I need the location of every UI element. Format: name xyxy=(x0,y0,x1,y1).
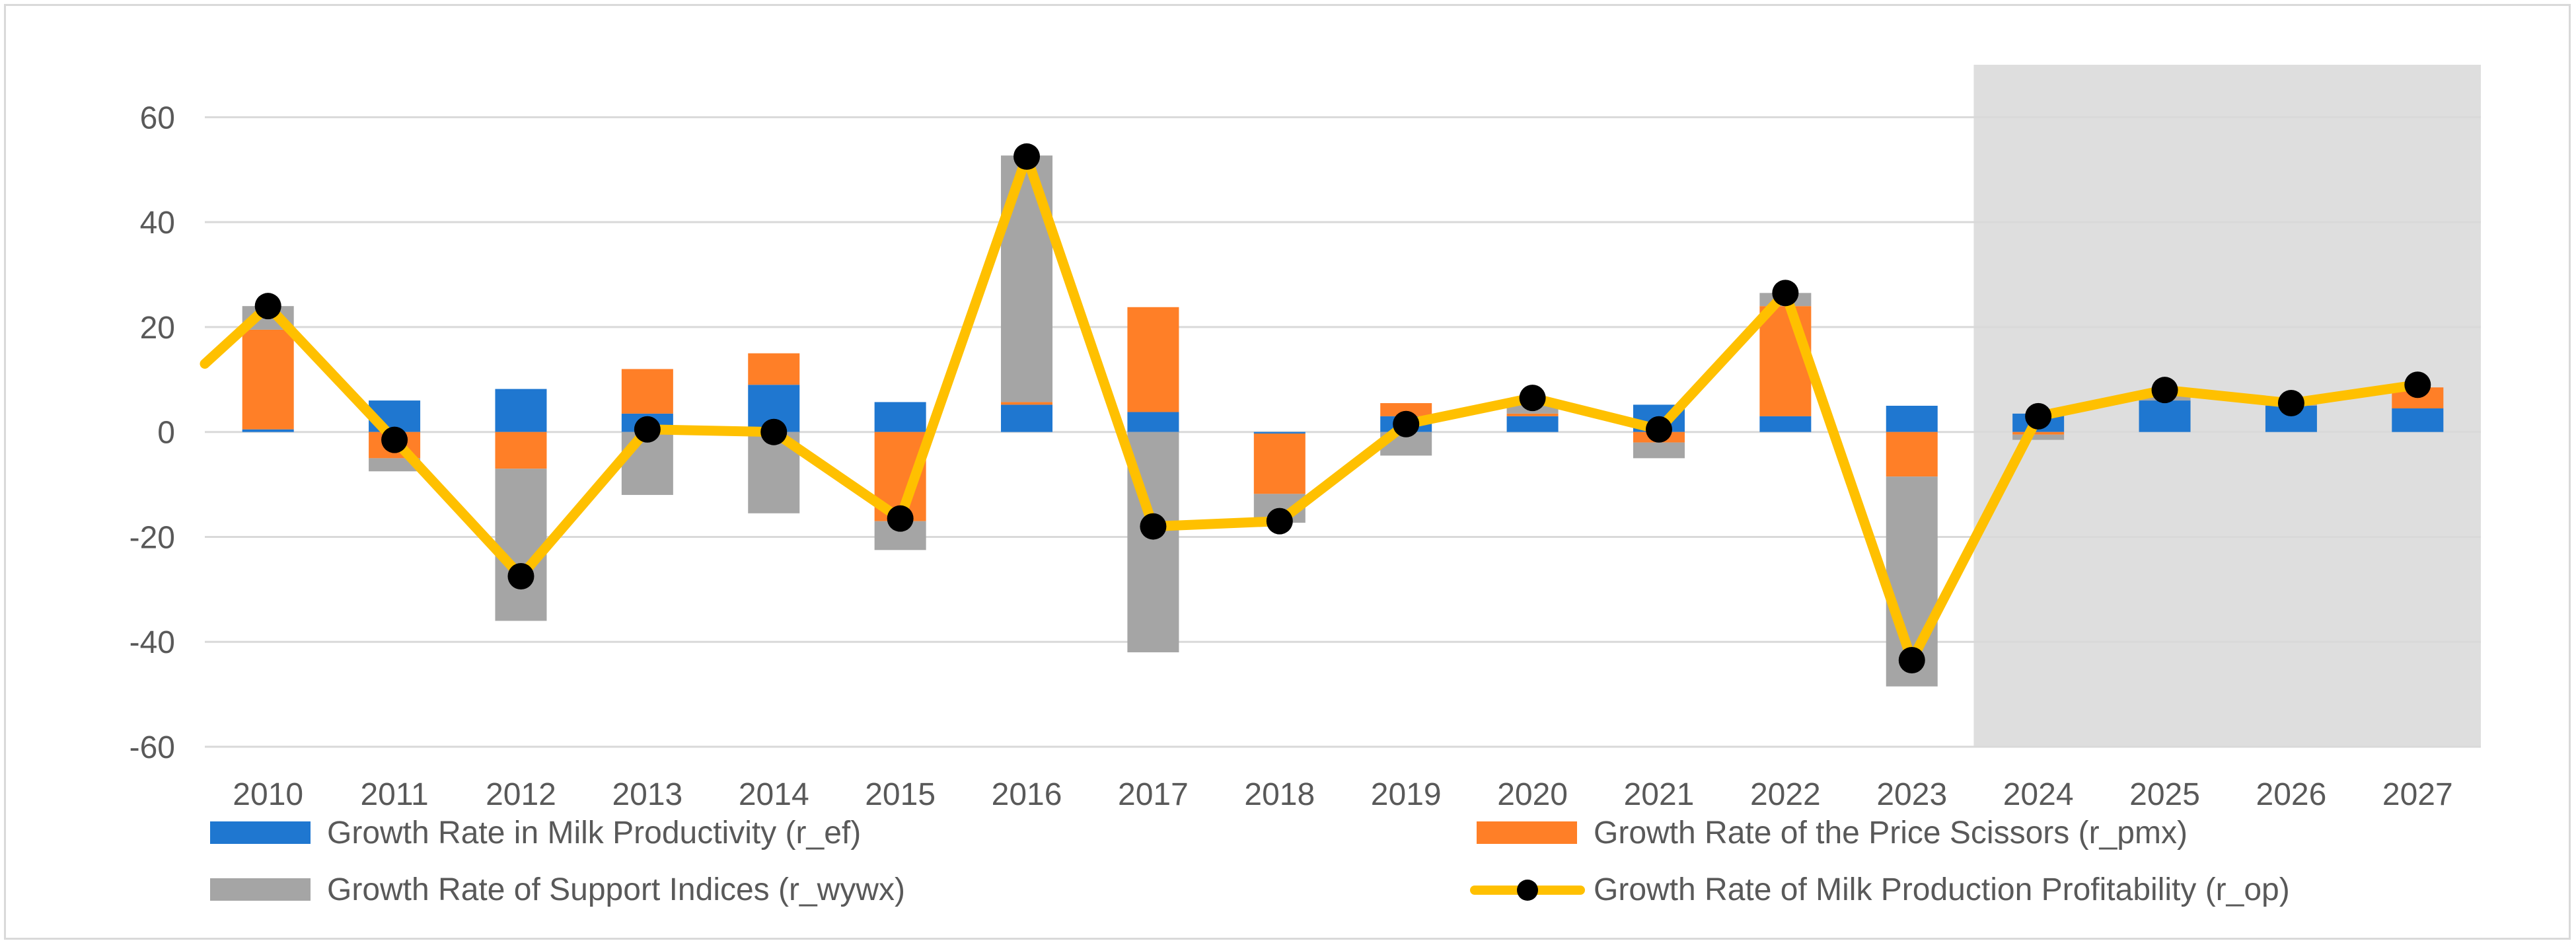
y-tick-label: -40 xyxy=(129,625,175,660)
x-tick-label-2023: 2023 xyxy=(1876,777,1947,812)
point-r-op-2019 xyxy=(1393,410,1420,437)
point-r-op-2025 xyxy=(2151,377,2178,404)
bar-r-ef-2015 xyxy=(874,402,926,432)
bar-r-ef-2017 xyxy=(1127,412,1179,432)
point-r-op-2013 xyxy=(634,416,661,443)
bar-r-ef-2023 xyxy=(1886,406,1938,432)
legend-swatch-r-wywx xyxy=(210,878,311,901)
y-axis-ticks: 60 40 20 0 -20 -40 -60 xyxy=(129,100,175,765)
x-tick-label-2013: 2013 xyxy=(612,777,682,812)
bar-r-pmx-2010 xyxy=(242,329,294,430)
x-tick-label-2022: 2022 xyxy=(1750,777,1821,812)
bar-r-ef-2018 xyxy=(1253,432,1306,434)
point-r-op-2017 xyxy=(1140,513,1167,540)
bar-r-pmx-2013 xyxy=(621,369,673,414)
bar-r-ef-2020 xyxy=(1506,416,1559,432)
bar-r-ef-2016 xyxy=(1001,404,1053,432)
bar-r-ef-2022 xyxy=(1759,416,1812,432)
bar-r-pmx-2024 xyxy=(2012,432,2065,435)
bar-r-wywx-2024 xyxy=(2012,434,2065,440)
x-tick-label-2016: 2016 xyxy=(992,777,1062,812)
point-r-op-2026 xyxy=(2277,390,2304,417)
x-tick-label-2025: 2025 xyxy=(2129,777,2200,812)
legend-label-r-pmx: Growth Rate of the Price Scissors (r_pmx… xyxy=(1594,815,2188,850)
bar-r-pmx-2018 xyxy=(1253,434,1306,494)
bar-r-pmx-2020 xyxy=(1506,413,1559,416)
point-r-op-2021 xyxy=(1645,416,1672,443)
x-tick-label-2012: 2012 xyxy=(486,777,556,812)
bar-r-wywx-2016 xyxy=(1001,155,1053,402)
point-r-op-2011 xyxy=(381,426,408,453)
legend: Growth Rate in Milk Productivity (r_ef) … xyxy=(210,815,2290,907)
legend-label-r-ef: Growth Rate in Milk Productivity (r_ef) xyxy=(327,815,861,850)
point-r-op-2016 xyxy=(1013,143,1041,170)
bar-r-pmx-2019 xyxy=(1380,403,1432,416)
gridlines xyxy=(205,116,2481,748)
x-tick-label-2026: 2026 xyxy=(2256,777,2327,812)
point-r-op-2014 xyxy=(760,418,788,445)
point-r-op-2020 xyxy=(1519,385,1546,412)
bar-r-wywx-2011 xyxy=(369,458,421,472)
point-r-op-2022 xyxy=(1772,280,1799,307)
bar-r-wywx-2021 xyxy=(1633,442,1685,459)
x-tick-label-2015: 2015 xyxy=(865,777,936,812)
x-tick-label-2018: 2018 xyxy=(1244,777,1315,812)
legend-label-r-wywx: Growth Rate of Support Indices (r_wywx) xyxy=(327,872,905,907)
y-tick-label: 40 xyxy=(140,206,175,241)
point-r-op-2010 xyxy=(254,293,281,320)
point-r-op-2024 xyxy=(2025,402,2052,430)
x-tick-label-2019: 2019 xyxy=(1371,777,1442,812)
x-tick-label-2021: 2021 xyxy=(1624,777,1695,812)
x-tick-label-2011: 2011 xyxy=(360,777,428,812)
x-tick-label-2020: 2020 xyxy=(1497,777,1568,812)
bar-r-ef-2027 xyxy=(2392,408,2444,432)
profitability-line xyxy=(200,143,2431,674)
y-tick-label: 60 xyxy=(140,100,175,135)
point-r-op-2027 xyxy=(2404,371,2431,398)
legend-marker-r-op xyxy=(1517,880,1538,901)
bar-r-pmx-2022 xyxy=(1759,306,1812,416)
legend-swatch-r-pmx xyxy=(1477,821,1577,844)
y-tick-label: 0 xyxy=(157,416,175,451)
bar-r-ef-2010 xyxy=(242,429,294,432)
point-r-op-2015 xyxy=(887,505,914,532)
x-axis-ticks: 2010 2011 2012 2013 2014 2015 2016 2017 2018 2019… xyxy=(233,777,2452,812)
x-tick-label-2014: 2014 xyxy=(739,777,809,812)
x-tick-label-2010: 2010 xyxy=(233,777,303,812)
bar-r-ef-2012 xyxy=(495,389,547,432)
point-r-op-2012 xyxy=(507,563,534,589)
y-tick-label: -60 xyxy=(129,730,175,765)
x-tick-label-2017: 2017 xyxy=(1118,777,1189,812)
legend-swatch-r-ef xyxy=(210,821,311,844)
bar-r-ef-2025 xyxy=(2139,400,2191,432)
bar-r-pmx-2016 xyxy=(1001,402,1053,405)
x-tick-label-2027: 2027 xyxy=(2382,777,2453,812)
point-r-op-2018 xyxy=(1266,508,1293,535)
bar-r-pmx-2014 xyxy=(748,353,800,385)
bar-r-wywx-2012 xyxy=(495,469,547,621)
bar-r-pmx-2017 xyxy=(1127,307,1179,412)
bar-r-pmx-2023 xyxy=(1886,432,1938,477)
bar-r-pmx-2012 xyxy=(495,432,547,469)
legend-label-r-op: Growth Rate of Milk Production Profitabi… xyxy=(1594,872,2290,907)
y-tick-label: -20 xyxy=(129,520,175,555)
point-r-op-2023 xyxy=(1898,647,1925,674)
y-tick-label: 20 xyxy=(140,311,175,346)
x-tick-label-2024: 2024 xyxy=(2003,777,2074,812)
